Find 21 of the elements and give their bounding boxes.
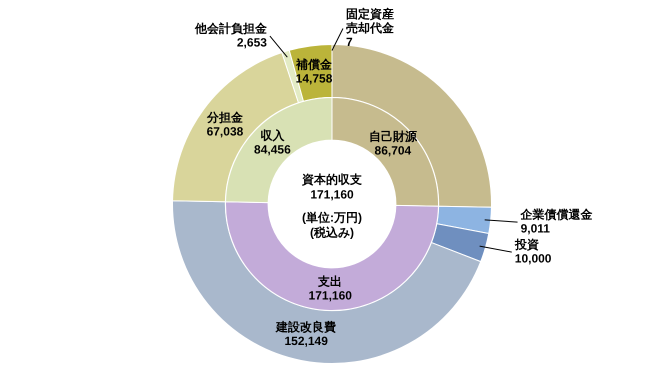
data-label: 7: [346, 34, 353, 49]
slice-label: 支出: [317, 274, 342, 288]
data-label: 67,038: [206, 124, 244, 138]
slice-label: 企業債償還金: [520, 207, 594, 222]
data-label: 10,000: [514, 251, 552, 266]
slice-label: 固定資産売却代金: [346, 6, 395, 35]
text: 171,160: [310, 187, 354, 202]
data-label: 84,456: [254, 142, 292, 156]
text: (単位:万円): [302, 210, 362, 224]
text: 資本的収支: [301, 172, 362, 186]
data-label: 2,653: [236, 35, 268, 50]
slice-label: 建設改良費: [275, 320, 336, 334]
data-label: 152,149: [284, 334, 328, 348]
text: (税込み): [310, 225, 354, 240]
slice-label: 他会計負担金: [194, 21, 268, 36]
data-label: 171,160: [308, 288, 352, 302]
slice-label: 分担金: [206, 110, 244, 124]
data-label: 9,011: [520, 221, 550, 236]
data-label: 86,704: [374, 144, 412, 158]
slice-label: 収入: [260, 128, 286, 142]
slice-label: 投資: [514, 237, 539, 252]
